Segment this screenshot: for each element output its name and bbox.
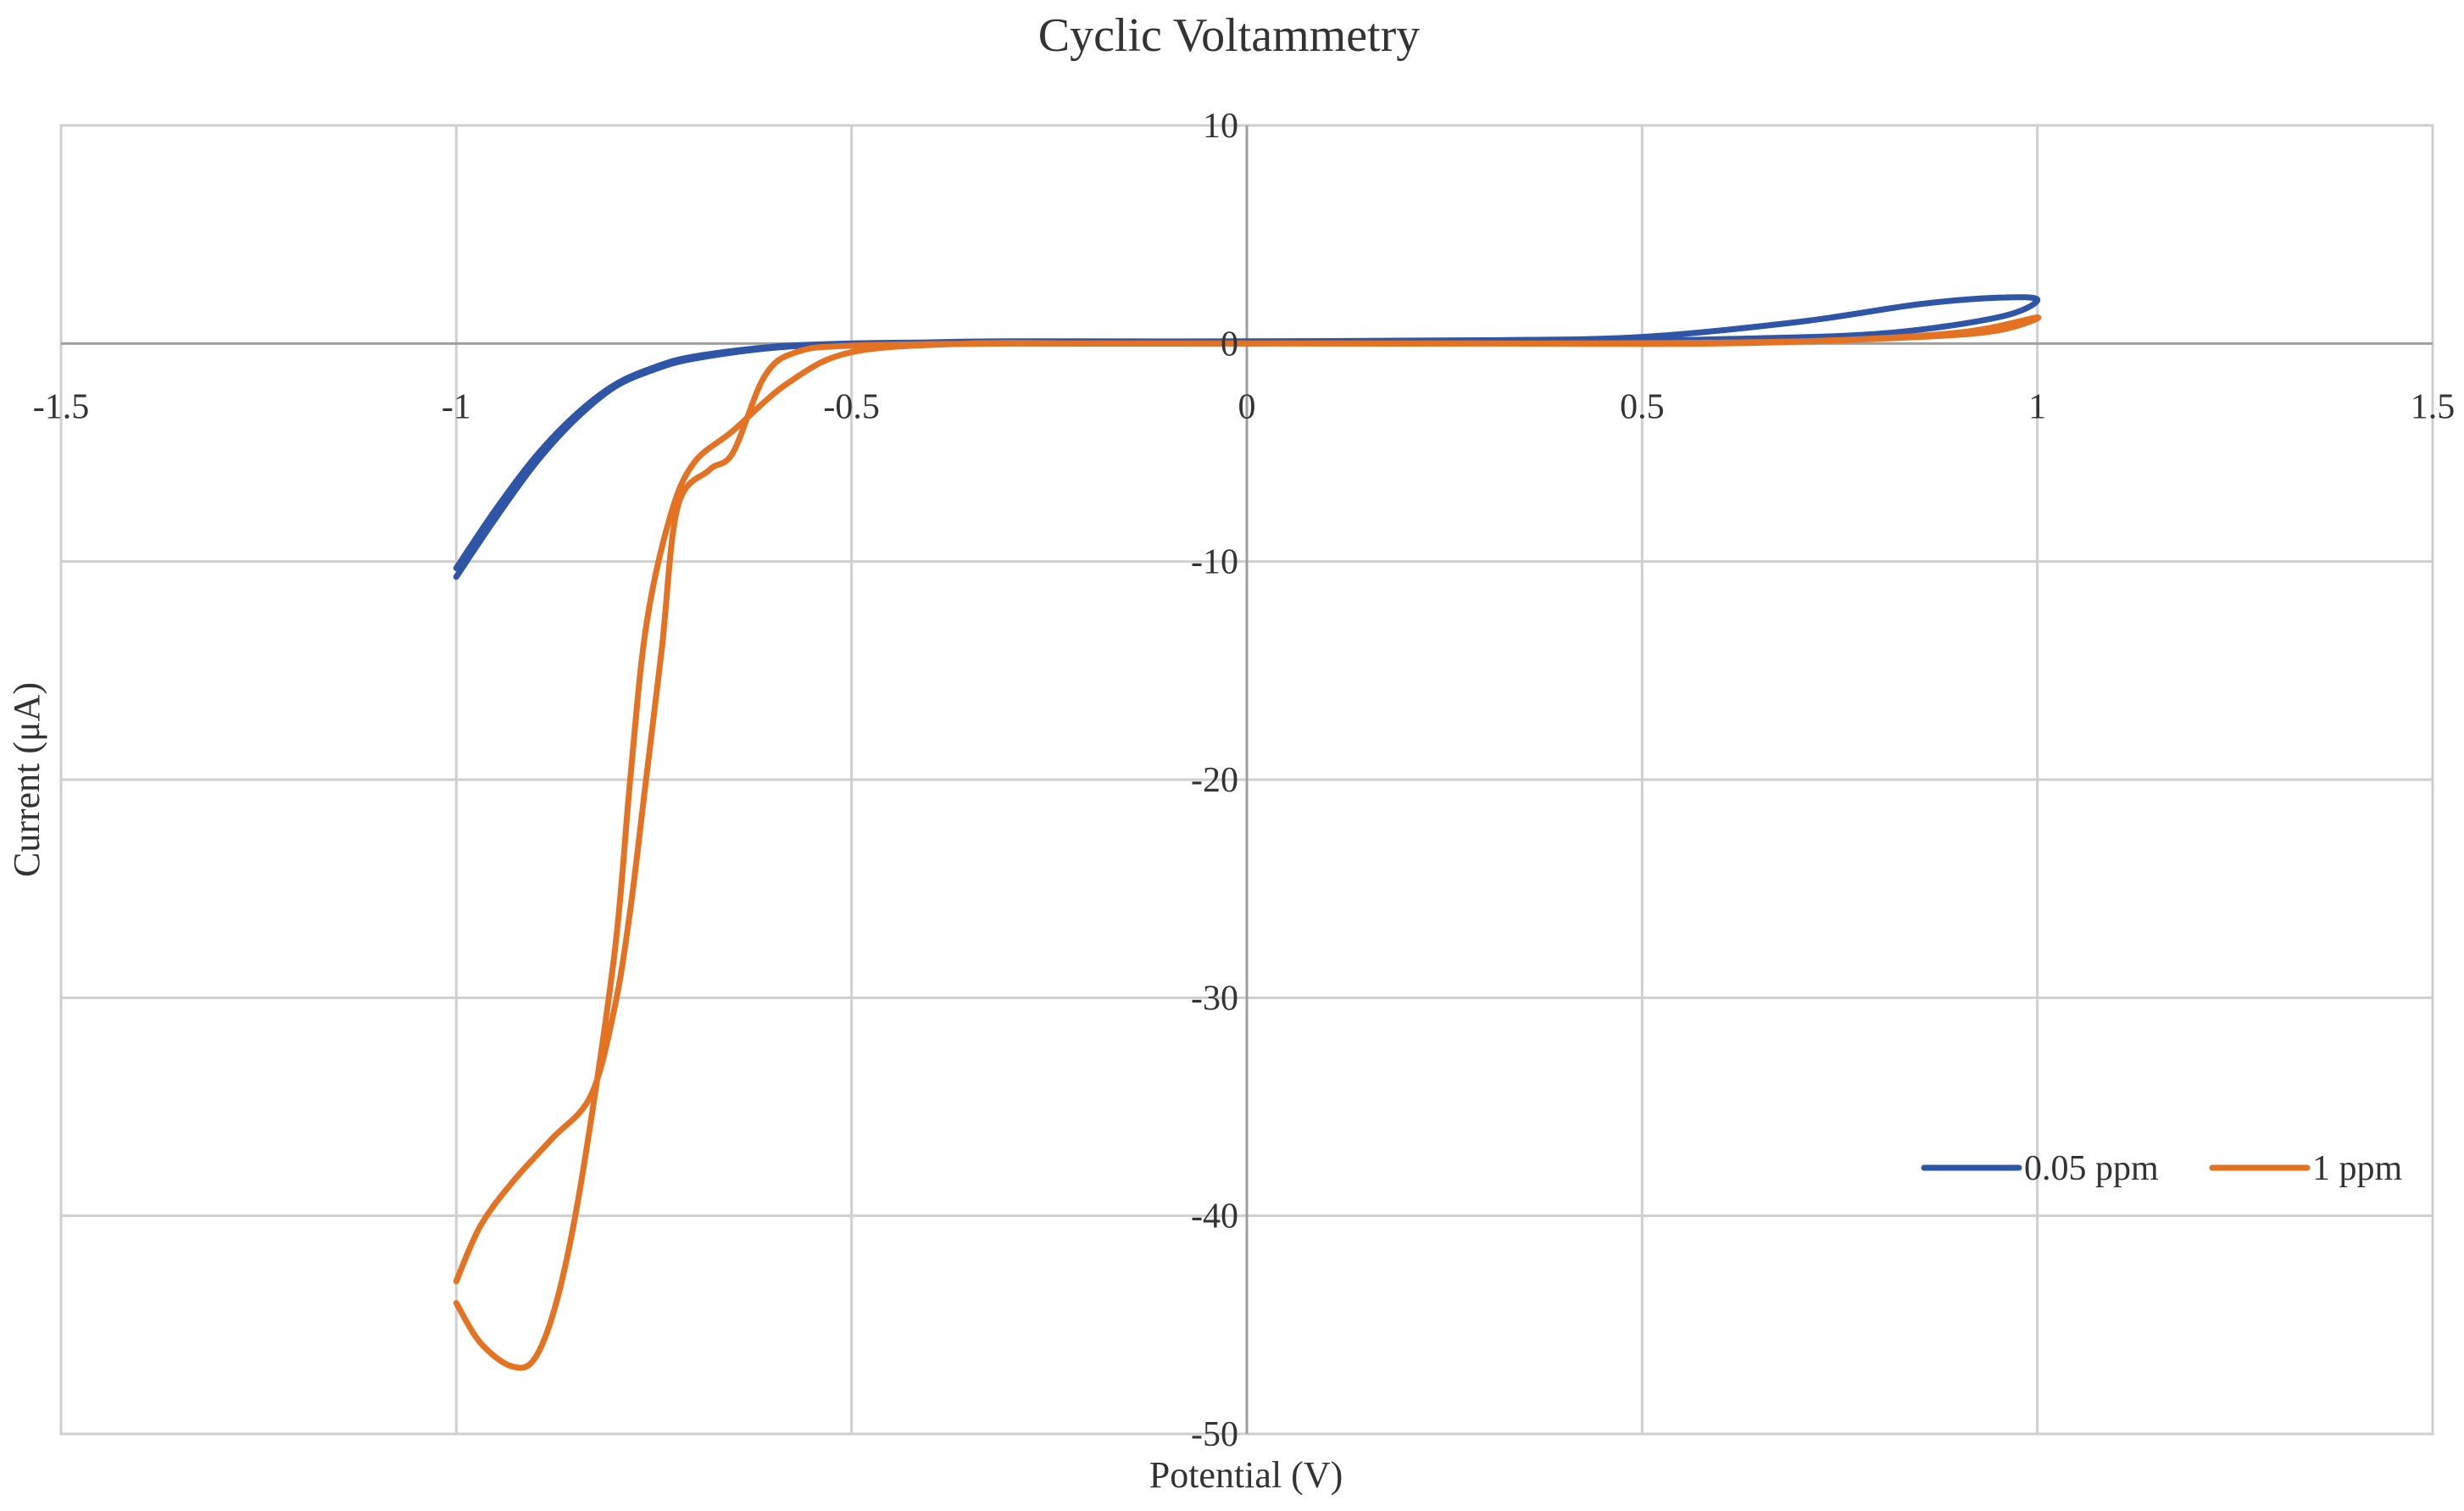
y-tick-label: -10 — [1191, 543, 1238, 582]
y-axis-title: Current (μA) — [6, 682, 47, 877]
x-axis-title: Potential (V) — [1149, 1454, 1343, 1496]
x-tick-label: 1.5 — [2411, 387, 2456, 426]
x-tick-label: -1 — [442, 387, 471, 426]
x-tick-label: 1 — [2028, 387, 2046, 426]
legend-label: 1 ppm — [2312, 1149, 2403, 1188]
y-tick-label: -20 — [1191, 761, 1238, 800]
y-tick-label: 0 — [1221, 325, 1238, 364]
x-tick-label: -1.5 — [33, 387, 90, 426]
x-tick-label: 0 — [1238, 387, 1256, 426]
series-line-low — [453, 294, 2041, 581]
y-tick-label: -30 — [1191, 979, 1238, 1018]
legend: 0.05 ppm 1 ppm — [1921, 1149, 2403, 1188]
y-tick-label: 10 — [1203, 107, 1238, 146]
x-tick-label: -0.5 — [823, 387, 880, 426]
y-tick-label: -50 — [1191, 1415, 1238, 1454]
x-tick-label: 0.5 — [1620, 387, 1665, 426]
tick-label-layer: -1.5 -1 -0.5 0 0.5 1 1.5 10 0 -10 -20 -30 -40 -50 — [33, 107, 2456, 1454]
y-tick-label: -40 — [1191, 1197, 1238, 1236]
legend-label: 0.05 ppm — [2024, 1149, 2159, 1188]
series-layer — [453, 294, 2042, 1371]
series-line-high — [453, 314, 2042, 1371]
chart-title: Cyclic Voltammetry — [1038, 9, 1421, 62]
